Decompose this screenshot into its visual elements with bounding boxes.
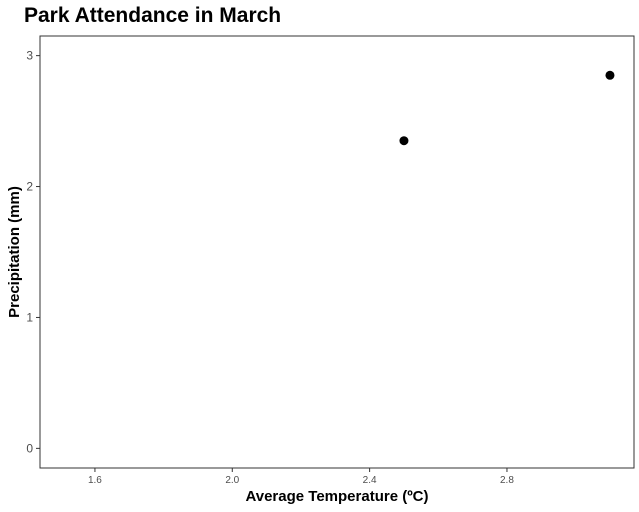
plot-panel [39,35,635,469]
data-points [399,70,615,146]
data-point [605,70,615,80]
x-axis-title: Average Temperature (ºC) [245,488,428,505]
x-tick-label: 2.0 [225,475,239,486]
y-axis: 0 1 2 3 [26,49,40,455]
x-tick-label: 2.8 [500,475,514,486]
y-tick-label: 0 [26,441,33,455]
y-tick-label: 1 [26,310,33,324]
x-tick-label: 1.6 [88,475,102,486]
y-tick-label: 2 [26,180,33,194]
y-axis-title: Precipitation (mm) [6,186,23,318]
y-tick-label: 3 [26,49,33,63]
x-axis: 1.6 2.0 2.4 2.8 [88,468,514,486]
data-point [399,136,409,146]
x-tick-label: 2.4 [363,475,377,486]
chart-title: Park Attendance in March [24,4,282,27]
